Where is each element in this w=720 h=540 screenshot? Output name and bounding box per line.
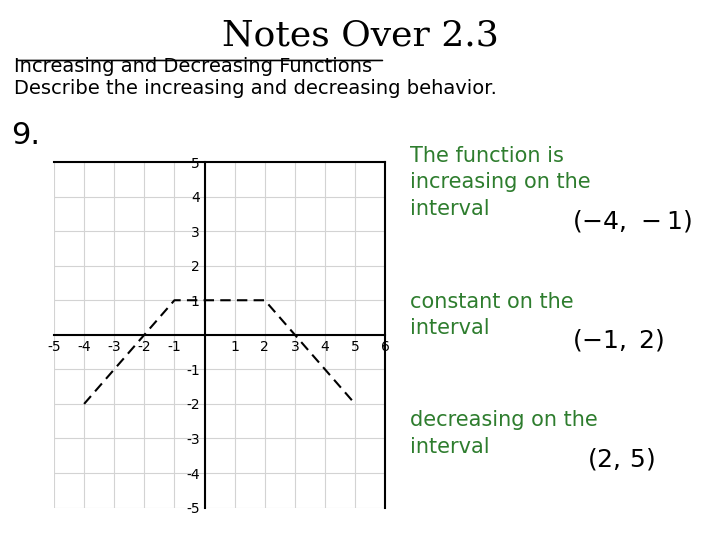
Text: 9.: 9. [11,122,40,151]
Text: $(-1,\;2)$: $(-1,\;2)$ [572,327,664,353]
Text: The function is
increasing on the
interval: The function is increasing on the interv… [410,146,591,219]
Text: Notes Over 2.3: Notes Over 2.3 [222,19,498,53]
Text: $(2,\,5)$: $(2,\,5)$ [587,446,655,471]
Text: $(-4,\,-1)$: $(-4,\,-1)$ [572,208,692,234]
Text: decreasing on the
interval: decreasing on the interval [410,410,598,457]
Text: Describe the increasing and decreasing behavior.: Describe the increasing and decreasing b… [14,79,498,98]
Text: Increasing and Decreasing Functions: Increasing and Decreasing Functions [14,57,372,76]
Text: constant on the
interval: constant on the interval [410,292,574,338]
